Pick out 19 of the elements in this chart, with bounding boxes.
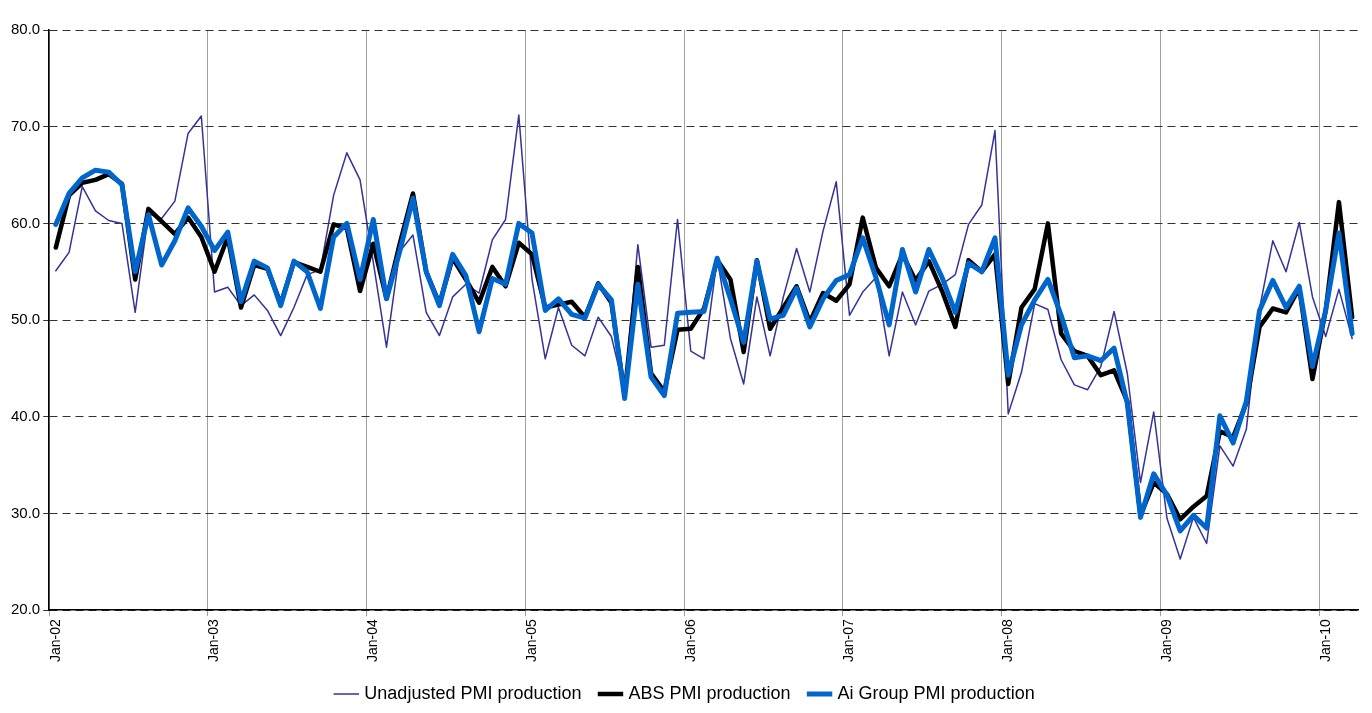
y-tick-label: 80.0 xyxy=(10,20,41,38)
x-tick-label: Jan-06 xyxy=(681,618,698,663)
legend-label: ABS PMI production xyxy=(628,682,791,703)
legend-label: Unadjusted PMI production xyxy=(364,682,582,703)
y-tick-label: 50.0 xyxy=(10,310,41,328)
x-tick-label: Jan-10 xyxy=(1316,618,1333,663)
x-tick-label: Jan-09 xyxy=(1157,618,1174,663)
y-tick-label: 20.0 xyxy=(10,600,41,618)
legend-label: Ai Group PMI production xyxy=(837,682,1035,703)
x-tick-label: Jan-03 xyxy=(205,618,222,663)
x-tick-label: Jan-02 xyxy=(46,618,63,663)
y-tick-label: 40.0 xyxy=(10,406,41,424)
x-tick-label: Jan-05 xyxy=(522,618,539,663)
x-tick-label: Jan-07 xyxy=(840,618,857,663)
y-tick-label: 30.0 xyxy=(10,503,41,521)
x-tick-label: Jan-08 xyxy=(999,618,1016,663)
y-tick-label: 60.0 xyxy=(10,213,41,231)
y-tick-label: 70.0 xyxy=(10,116,41,134)
x-tick-label: Jan-04 xyxy=(364,618,381,663)
